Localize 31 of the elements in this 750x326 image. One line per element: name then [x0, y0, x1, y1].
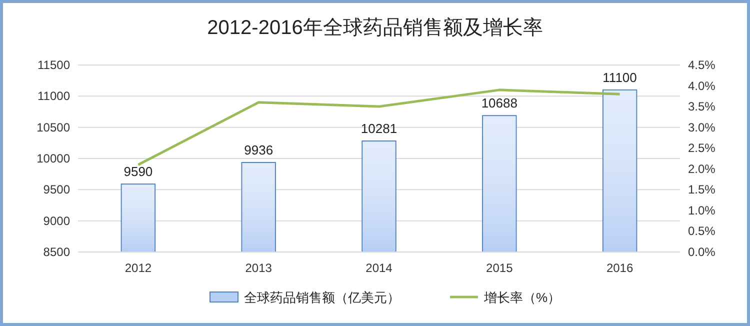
y2-tick-label: 3.5% — [688, 100, 716, 114]
data-label: 10281 — [360, 120, 398, 136]
x-tick-label: 2014 — [366, 261, 393, 275]
x-tick-label: 2012 — [124, 261, 152, 275]
y2-tick-label: 0.0% — [688, 245, 716, 259]
x-tick-label: 2015 — [486, 261, 514, 275]
y2-tick-label: 2.5% — [688, 141, 716, 156]
chart-title: 2012-2016年全球药品销售额及增长率 — [207, 17, 543, 39]
y2-tick-label: 1.0% — [688, 203, 716, 218]
y2-tick-label: 3.0% — [688, 120, 716, 134]
legend-label: 全球药品销售额（亿美元） — [244, 290, 400, 305]
x-tick-label: 2013 — [245, 261, 272, 275]
y2-tick-label: 0.5% — [688, 224, 716, 238]
line-series — [136, 88, 622, 166]
y-tick-label: 10500 — [36, 120, 70, 134]
y-tick-label: 11500 — [38, 58, 70, 72]
legend-label: 增长率（%） — [483, 290, 561, 305]
y-tick-label: 8500 — [43, 245, 70, 259]
data-label: 9590 — [124, 164, 153, 180]
y2-tick-label: 4.0% — [688, 78, 716, 93]
data-label: 10688 — [481, 96, 518, 111]
x-tick-label: 2016 — [606, 261, 634, 275]
y2-tick-label: 2.0% — [688, 162, 716, 176]
data-label: 9936 — [244, 142, 274, 158]
y-tick-label: 10000 — [36, 152, 70, 166]
y2-tick-label: 1.5% — [688, 182, 716, 197]
data-label: 11100 — [602, 70, 637, 85]
y2-tick-label: 4.5% — [688, 58, 716, 72]
y-tick-label: 9500 — [43, 182, 70, 197]
y-tick-label: 9000 — [43, 214, 70, 228]
y-tick-label: 11000 — [38, 89, 70, 104]
